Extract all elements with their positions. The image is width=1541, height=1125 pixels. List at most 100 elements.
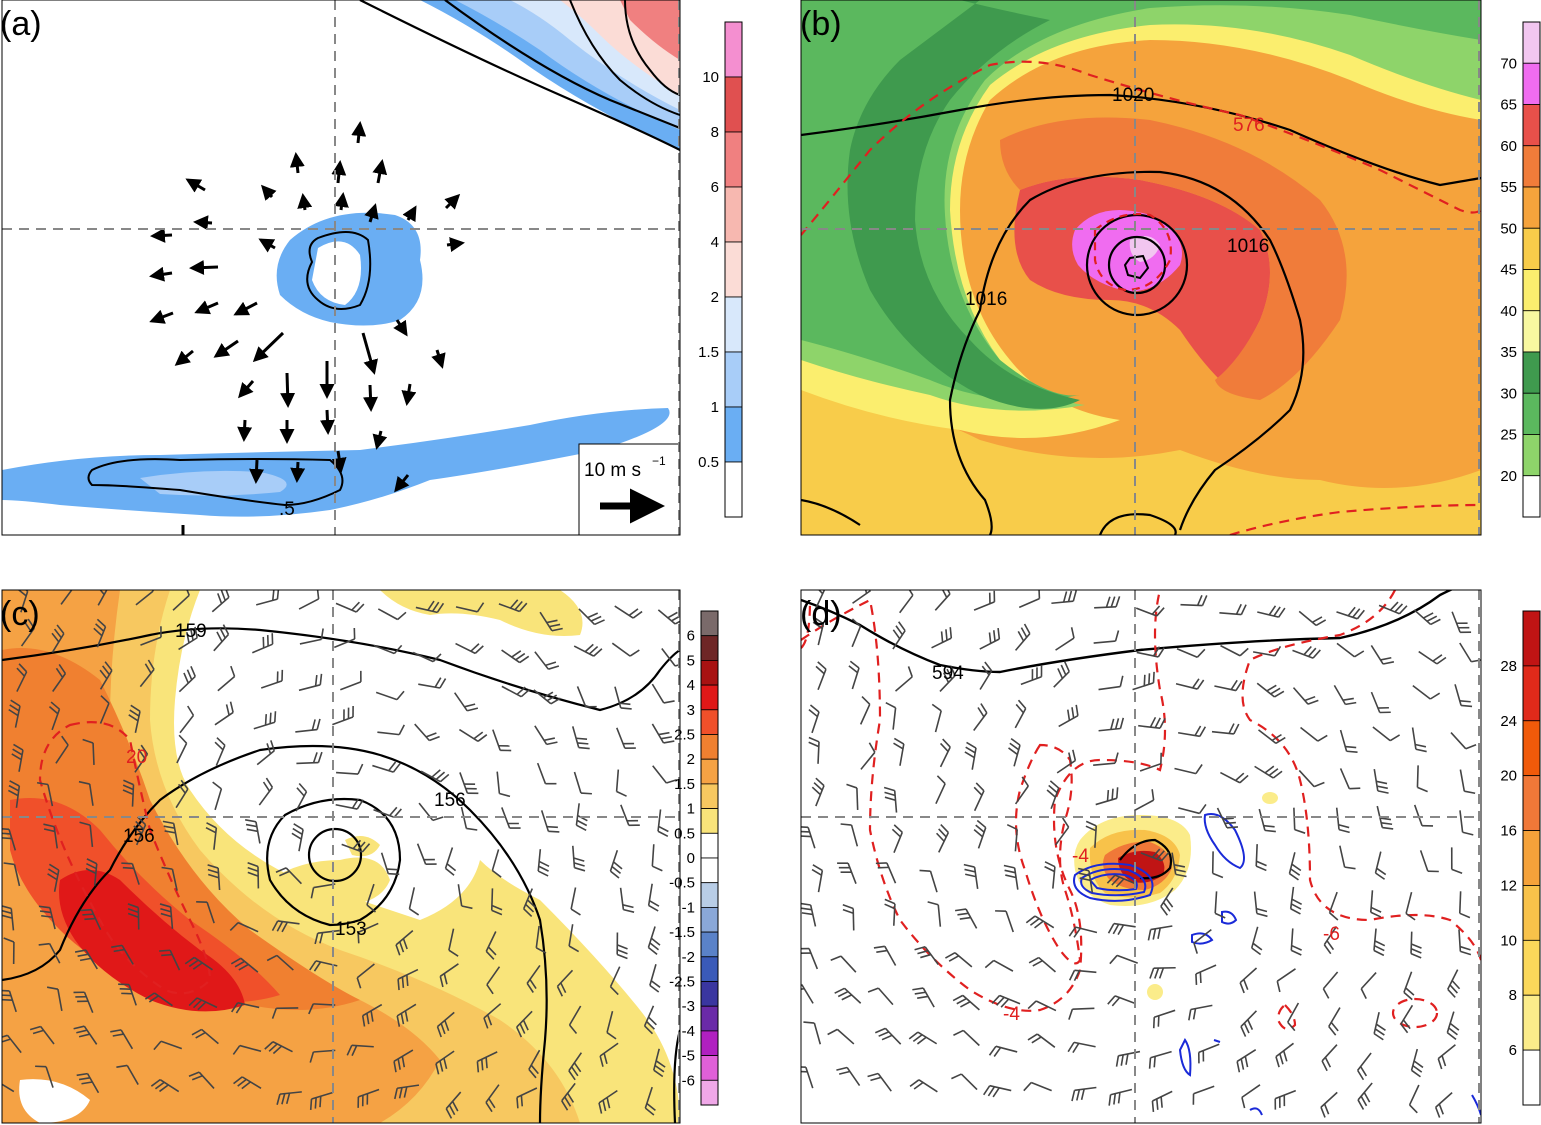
wind-barb — [1068, 1007, 1095, 1020]
wind-barb — [1188, 1004, 1213, 1021]
wind-barb — [1003, 864, 1019, 890]
colorbar-swatch — [1522, 939, 1541, 996]
colorbar-tick-label: 0 — [687, 850, 695, 867]
colorbar-frame — [724, 21, 743, 518]
wind-barb — [801, 826, 816, 849]
panel-d-dashed-contours — [801, 590, 1481, 1031]
panel-a-contour-lower — [87, 458, 344, 507]
wind-barb — [1274, 1089, 1297, 1110]
wind-barb — [184, 956, 213, 971]
wind-barb — [73, 1025, 98, 1045]
colorbar-tick-label: 6 — [711, 179, 719, 196]
wind-barb — [414, 723, 440, 742]
wind-barb — [247, 861, 260, 889]
wind-barb — [1357, 1082, 1373, 1110]
wind-barb — [867, 987, 894, 1006]
wind-barb — [85, 858, 98, 886]
wind-barb — [984, 959, 1014, 972]
wind-barb — [1378, 601, 1408, 615]
wind-vector — [189, 260, 219, 276]
wind-barb — [1014, 623, 1031, 651]
wind-barb — [491, 849, 502, 878]
wind-barb — [121, 862, 140, 885]
wind-barb — [576, 686, 597, 708]
colorbar-swatch — [700, 882, 719, 908]
wind-barb — [1321, 1044, 1338, 1072]
panel-a-contour-label-0: .5 — [279, 499, 295, 520]
wind-barb — [892, 621, 906, 650]
wind-barb — [231, 1001, 260, 1014]
wind-barb — [812, 616, 825, 646]
wind-barb — [377, 608, 407, 621]
wind-barb — [134, 744, 149, 773]
colorbar-swatch — [1522, 62, 1541, 105]
wind-barb — [8, 699, 21, 728]
wind-barb — [979, 661, 993, 690]
wind-barb — [1106, 874, 1136, 888]
wind-barb — [1149, 966, 1176, 979]
wind-barb — [931, 627, 953, 649]
panel-a-shade-red — [620, 0, 680, 60]
wind-barb — [1132, 671, 1155, 691]
panel-d-wind-barbs — [801, 590, 1481, 1118]
wind-barb — [808, 736, 820, 764]
wind-barb — [939, 738, 951, 768]
colorbar-tick-label: 4 — [687, 677, 695, 694]
colorbar-tick-label: 3 — [687, 702, 695, 719]
wind-barb — [116, 1064, 139, 1085]
panel-a-contour-top-2 — [444, 0, 680, 130]
panel-d-shade-small-1 — [1262, 792, 1278, 804]
wind-barb — [643, 1005, 657, 1035]
panel-a-frame — [1, 0, 681, 536]
panel-d-contour-label-594: 594 — [932, 663, 964, 684]
wind-barb — [396, 1003, 417, 1027]
wind-barb — [118, 983, 137, 1006]
wind-barb — [953, 1029, 980, 1047]
wind-barb — [1411, 727, 1427, 753]
wind-vector — [149, 309, 174, 324]
wind-barb — [1071, 1086, 1097, 1102]
wind-barb — [196, 901, 215, 924]
wind-barb — [539, 611, 563, 632]
wind-barb — [314, 929, 340, 945]
wind-vector — [289, 152, 305, 174]
colorbar-swatch — [700, 1030, 719, 1057]
wind-barb — [492, 729, 512, 752]
wind-barb — [649, 964, 661, 993]
wind-barb — [1214, 679, 1243, 692]
panel-b-shade-lightorange-bottom — [801, 390, 1481, 535]
wind-barb — [908, 1031, 938, 1045]
wind-barb — [846, 783, 859, 810]
colorbar-tick-label: 55 — [1500, 179, 1517, 196]
blue-contour — [1249, 1107, 1263, 1116]
wind-barb — [561, 1082, 576, 1111]
colorbar-frame — [700, 610, 719, 1106]
wind-barb — [2, 828, 17, 851]
colorbar-tick-label: 6 — [687, 628, 695, 645]
wind-vector — [237, 419, 253, 442]
panel-b-label: (b) — [800, 5, 842, 43]
wind-barb — [439, 963, 459, 988]
wind-barb — [501, 685, 531, 698]
colorbar-swatch — [1522, 269, 1541, 312]
wind-barb — [1408, 1084, 1420, 1114]
wind-barb — [178, 626, 198, 651]
wind-barb — [836, 1066, 861, 1087]
wind-vector — [401, 383, 417, 406]
wind-barb — [1459, 769, 1476, 795]
wind-barb — [1139, 752, 1162, 772]
wind-barb — [803, 1021, 822, 1045]
wind-vector — [331, 450, 347, 473]
panel-b-contour-1020 — [801, 93, 1481, 187]
wind-barb — [611, 642, 640, 657]
wind-barb — [837, 862, 857, 884]
wind-barb — [357, 922, 379, 944]
colorbar-tick-label: -2 — [682, 949, 695, 966]
wind-barb — [1027, 1033, 1056, 1048]
wind-barb — [179, 705, 195, 734]
panel-b-contour-bottom — [1098, 513, 1177, 535]
colorbar-swatch — [724, 296, 743, 353]
wind-barb — [1328, 1007, 1341, 1036]
dashed-contour-topleft — [801, 599, 812, 649]
